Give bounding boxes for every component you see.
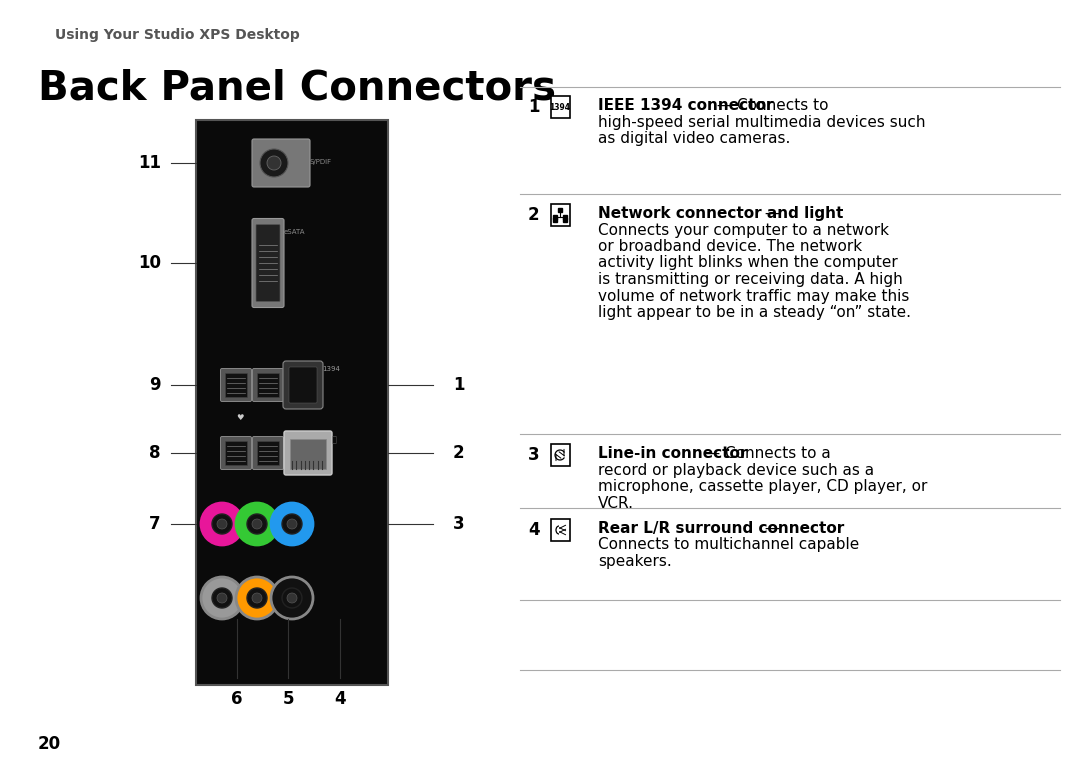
FancyBboxPatch shape: [252, 139, 310, 187]
Text: Network connector and light: Network connector and light: [598, 206, 843, 221]
Circle shape: [271, 503, 313, 545]
Circle shape: [267, 156, 281, 170]
Circle shape: [212, 588, 232, 608]
Text: Line-in connector: Line-in connector: [598, 446, 747, 461]
Text: 1394: 1394: [550, 103, 570, 112]
Text: Connects your computer to a network: Connects your computer to a network: [598, 222, 889, 237]
Circle shape: [252, 519, 262, 529]
Text: activity light blinks when the computer: activity light blinks when the computer: [598, 256, 897, 270]
Text: record or playback device such as a: record or playback device such as a: [598, 463, 874, 477]
Text: 5: 5: [282, 690, 294, 708]
Circle shape: [247, 514, 267, 534]
Text: 1: 1: [453, 376, 464, 394]
FancyBboxPatch shape: [253, 368, 283, 401]
FancyBboxPatch shape: [283, 361, 323, 409]
Text: 4: 4: [528, 521, 540, 539]
Text: 20: 20: [38, 735, 62, 753]
FancyBboxPatch shape: [551, 519, 569, 542]
Circle shape: [287, 593, 297, 603]
Text: 8: 8: [149, 444, 161, 462]
Circle shape: [282, 514, 302, 534]
Text: — Connects to a: — Connects to a: [700, 446, 831, 461]
Text: Using Your Studio XPS Desktop: Using Your Studio XPS Desktop: [55, 28, 300, 42]
Circle shape: [217, 593, 227, 603]
Text: 2: 2: [528, 206, 540, 224]
Circle shape: [252, 593, 262, 603]
FancyBboxPatch shape: [252, 218, 284, 307]
Circle shape: [201, 577, 243, 619]
Text: 4: 4: [334, 690, 346, 708]
Text: 9: 9: [149, 376, 161, 394]
FancyBboxPatch shape: [225, 373, 247, 397]
FancyBboxPatch shape: [220, 368, 252, 401]
Text: speakers.: speakers.: [598, 554, 672, 569]
Circle shape: [237, 503, 278, 545]
FancyBboxPatch shape: [551, 204, 569, 227]
FancyBboxPatch shape: [289, 367, 318, 403]
Text: 2: 2: [453, 444, 464, 462]
FancyBboxPatch shape: [220, 437, 252, 470]
FancyBboxPatch shape: [291, 439, 326, 469]
FancyBboxPatch shape: [551, 96, 569, 119]
Text: high-speed serial multimedia devices such: high-speed serial multimedia devices suc…: [598, 114, 926, 129]
Text: Connects to multichannel capable: Connects to multichannel capable: [598, 538, 860, 552]
FancyBboxPatch shape: [551, 444, 569, 466]
FancyBboxPatch shape: [253, 437, 283, 470]
Text: microphone, cassette player, CD player, or: microphone, cassette player, CD player, …: [598, 479, 928, 494]
FancyBboxPatch shape: [257, 373, 279, 397]
Text: 7: 7: [149, 515, 161, 533]
Text: 10: 10: [138, 254, 161, 272]
FancyBboxPatch shape: [256, 224, 280, 302]
Text: ⩢: ⩢: [332, 435, 337, 444]
Text: is transmitting or receiving data. A high: is transmitting or receiving data. A hig…: [598, 272, 903, 287]
Circle shape: [247, 588, 267, 608]
Circle shape: [287, 519, 297, 529]
Text: light appear to be in a steady “on” state.: light appear to be in a steady “on” stat…: [598, 305, 912, 320]
FancyBboxPatch shape: [225, 441, 247, 465]
Text: VCR.: VCR.: [598, 496, 634, 510]
Text: Back Panel Connectors: Back Panel Connectors: [38, 68, 556, 108]
Text: 11: 11: [138, 154, 161, 172]
Text: IEEE 1394 connector: IEEE 1394 connector: [598, 98, 773, 113]
Circle shape: [282, 588, 302, 608]
Text: 3: 3: [453, 515, 464, 533]
Circle shape: [201, 503, 243, 545]
FancyBboxPatch shape: [257, 441, 279, 465]
Circle shape: [217, 519, 227, 529]
Circle shape: [212, 514, 232, 534]
Text: S/PDIF: S/PDIF: [310, 159, 333, 165]
Circle shape: [237, 577, 278, 619]
Text: or broadband device. The network: or broadband device. The network: [598, 239, 862, 254]
Text: 6: 6: [231, 690, 243, 708]
Text: volume of network traffic may make this: volume of network traffic may make this: [598, 289, 909, 303]
FancyBboxPatch shape: [195, 120, 388, 685]
Text: 1: 1: [528, 98, 540, 116]
Text: ♥: ♥: [237, 414, 244, 423]
Text: 3: 3: [528, 446, 540, 464]
Text: — Connects to: — Connects to: [712, 98, 828, 113]
FancyBboxPatch shape: [284, 431, 332, 475]
Text: 1394: 1394: [322, 366, 340, 372]
Text: Rear L/R surround connector: Rear L/R surround connector: [598, 521, 845, 536]
Circle shape: [260, 149, 288, 177]
Circle shape: [271, 577, 313, 619]
Text: as digital video cameras.: as digital video cameras.: [598, 131, 791, 146]
Text: —: —: [760, 521, 780, 536]
Text: —: —: [760, 206, 780, 221]
Text: eSATA: eSATA: [284, 228, 306, 234]
